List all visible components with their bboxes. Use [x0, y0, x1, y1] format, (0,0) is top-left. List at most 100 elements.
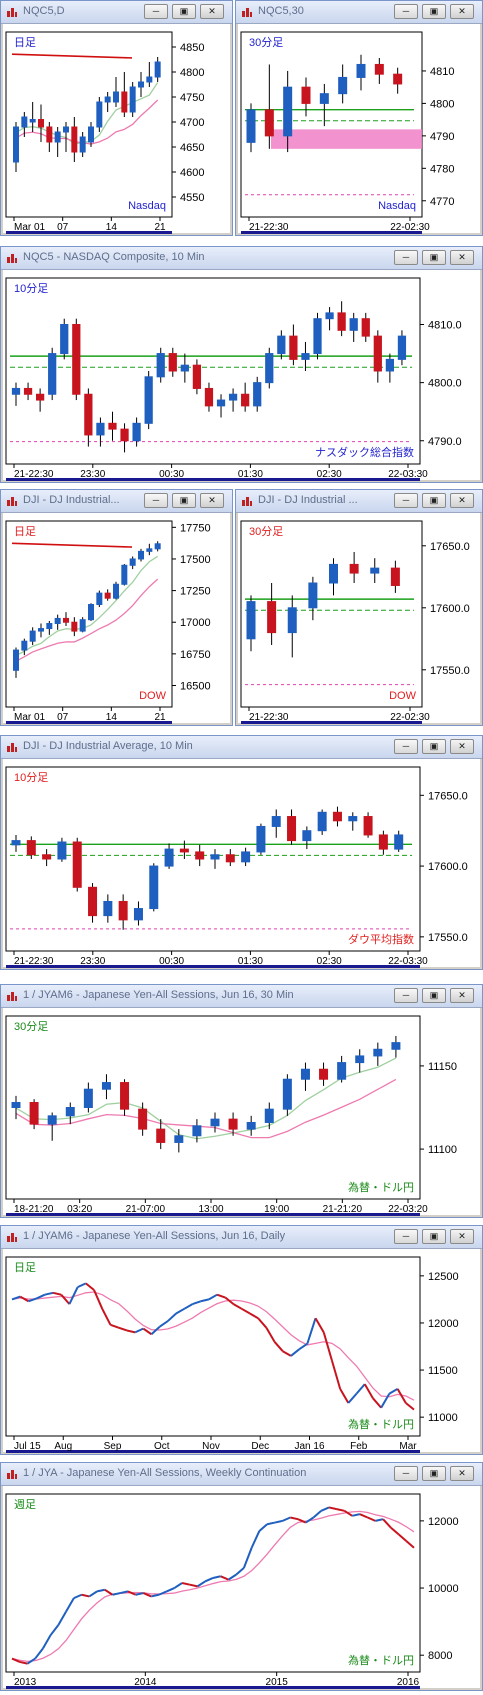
timeframe-label: 週足 [14, 1498, 36, 1511]
close-button[interactable]: ✕ [450, 493, 474, 508]
candle-body [11, 1102, 21, 1109]
chart-window-nasdaq-10min[interactable]: NQC5 - NASDAQ Composite, 10 Min ─ ▣ ✕ 47… [0, 246, 483, 483]
x-tick-label: 14 [106, 222, 118, 233]
instrument-watermark: Nasdaq [378, 200, 416, 212]
minimize-button[interactable]: ─ [394, 1466, 418, 1481]
restore-button[interactable]: ▣ [422, 1466, 446, 1481]
candle-body [265, 353, 274, 384]
candle-body [241, 393, 250, 407]
time-navigator [6, 1450, 420, 1453]
window-titlebar[interactable]: 1 / JYAM6 - Japanese Yen-All Sessions, J… [1, 985, 482, 1008]
restore-button[interactable]: ▣ [422, 988, 446, 1003]
candle-body [246, 1121, 256, 1130]
close-button[interactable]: ✕ [450, 250, 474, 265]
y-tick-label: 10000 [428, 1583, 459, 1595]
candle-body [83, 1088, 93, 1108]
close-button[interactable]: ✕ [200, 4, 224, 19]
candle-body [302, 830, 312, 842]
restore-button[interactable]: ▣ [172, 493, 196, 508]
chart-window-jpy-30min[interactable]: 1 / JYAM6 - Japanese Yen-All Sessions, J… [0, 984, 483, 1218]
x-tick-label: 21-22:30 [249, 712, 289, 723]
chart-app-icon [242, 8, 252, 17]
price-segment [81, 1593, 90, 1598]
chart-window-nqc5-30min[interactable]: NQC5,30 ─ ▣ ✕ 4770 4780 4790 4800 4810 21-22:… [235, 0, 483, 236]
chart-window-dji-10min[interactable]: DJI - DJ Industrial Average, 10 Min ─ ▣ … [0, 735, 483, 970]
price-segment [405, 1540, 415, 1549]
price-segment [250, 1530, 261, 1549]
restore-button[interactable]: ▣ [422, 493, 446, 508]
candle-body [71, 126, 78, 153]
instrument-watermark: Nasdaq [128, 200, 166, 212]
price-segment [196, 1580, 206, 1588]
candle-body [308, 582, 318, 609]
close-button[interactable]: ✕ [450, 739, 474, 754]
close-button[interactable]: ✕ [450, 1229, 474, 1244]
time-navigator [6, 1686, 420, 1689]
candle-body [38, 119, 44, 128]
minimize-button[interactable]: ─ [144, 493, 168, 508]
close-button[interactable]: ✕ [450, 988, 474, 1003]
chart-window-jpy-daily[interactable]: 1 / JYAM6 - Japanese Yen-All Sessions, J… [0, 1225, 483, 1455]
window-titlebar[interactable]: DJI - DJ Industrial ... ─ ▣ ✕ [236, 490, 482, 513]
timeframe-label: 10分足 [14, 282, 48, 295]
close-button[interactable]: ✕ [450, 4, 474, 19]
price-segment [120, 1590, 129, 1595]
minimize-button[interactable]: ─ [394, 988, 418, 1003]
window-titlebar[interactable]: NQC5 - NASDAQ Composite, 10 Min ─ ▣ ✕ [1, 247, 482, 270]
window-titlebar[interactable]: NQC5,D ─ ▣ ✕ [1, 1, 232, 24]
candle-body [192, 1125, 202, 1137]
close-button[interactable]: ✕ [200, 493, 224, 508]
price-segment [93, 1289, 104, 1310]
y-tick-label: 16500 [180, 680, 211, 692]
candle-body [337, 1062, 347, 1080]
candle-body [96, 422, 105, 436]
restore-button[interactable]: ▣ [172, 4, 196, 19]
minimize-button[interactable]: ─ [144, 4, 168, 19]
candlestick-chart: 17550.0 17600.0 17650.0 21-22:30 23:30 00:30 0… [5, 766, 468, 968]
window-titlebar[interactable]: DJI - DJ Industrial Average, 10 Min ─ ▣ … [1, 736, 482, 759]
candle-body [113, 583, 119, 599]
price-segment [73, 1593, 82, 1600]
price-segment [36, 1293, 46, 1300]
minimize-button[interactable]: ─ [394, 4, 418, 19]
restore-button[interactable]: ▣ [422, 4, 446, 19]
x-tick-label: 21-22:30 [14, 469, 54, 480]
y-tick-label: 4770 [430, 196, 454, 208]
instrument-watermark: DOW [389, 690, 417, 702]
price-segment [135, 1592, 144, 1596]
candle-body [391, 1042, 401, 1050]
price-segment [220, 1575, 229, 1581]
x-tick-label: Mar 01 [14, 222, 46, 233]
x-tick-label: 18-21:20 [14, 1204, 54, 1215]
candle-body [287, 816, 297, 842]
restore-button[interactable]: ▣ [422, 250, 446, 265]
candle-body [210, 854, 220, 860]
window-titlebar[interactable]: 1 / JYA - Japanese Yen-All Sessions, Wee… [1, 1463, 482, 1486]
minimize-button[interactable]: ─ [394, 493, 418, 508]
y-tick-label: 4650 [180, 142, 204, 154]
y-tick-label: 11000 [428, 1412, 458, 1424]
minimize-button[interactable]: ─ [394, 1229, 418, 1244]
y-tick-label: 17600.0 [428, 861, 468, 873]
window-titlebar[interactable]: 1 / JYAM6 - Japanese Yen-All Sessions, J… [1, 1226, 482, 1249]
chart-window-nqc5-daily[interactable]: NQC5,D ─ ▣ ✕ 4550 4600 4650 4700 4750 4800 485… [0, 0, 233, 236]
chart-window-dji-daily[interactable]: DJI - DJ Industrial... ─ ▣ ✕ 16500 16750 1… [0, 489, 233, 726]
minimize-button[interactable]: ─ [394, 250, 418, 265]
y-tick-label: 8000 [428, 1650, 452, 1662]
candle-body [121, 564, 128, 585]
window-titlebar[interactable]: DJI - DJ Industrial... ─ ▣ ✕ [1, 490, 232, 513]
chart-window-dji-30min[interactable]: DJI - DJ Industrial ... ─ ▣ ✕ 17550.0 176… [235, 489, 483, 726]
chart-window-jpy-weekly[interactable]: 1 / JYA - Japanese Yen-All Sessions, Wee… [0, 1462, 483, 1691]
timeframe-label: 30分足 [14, 1020, 48, 1033]
price-segment [290, 1348, 300, 1357]
restore-button[interactable]: ▣ [422, 1229, 446, 1244]
restore-button[interactable]: ▣ [422, 739, 446, 754]
chart-app-icon [7, 743, 17, 752]
close-button[interactable]: ✕ [450, 1466, 474, 1481]
y-tick-label: 4800 [430, 98, 454, 110]
window-title: NQC5 - NASDAQ Composite, 10 Min [23, 251, 205, 263]
window-titlebar[interactable]: NQC5,30 ─ ▣ ✕ [236, 1, 482, 24]
minimize-button[interactable]: ─ [394, 739, 418, 754]
candle-body [192, 364, 202, 389]
candle-body [79, 619, 86, 632]
